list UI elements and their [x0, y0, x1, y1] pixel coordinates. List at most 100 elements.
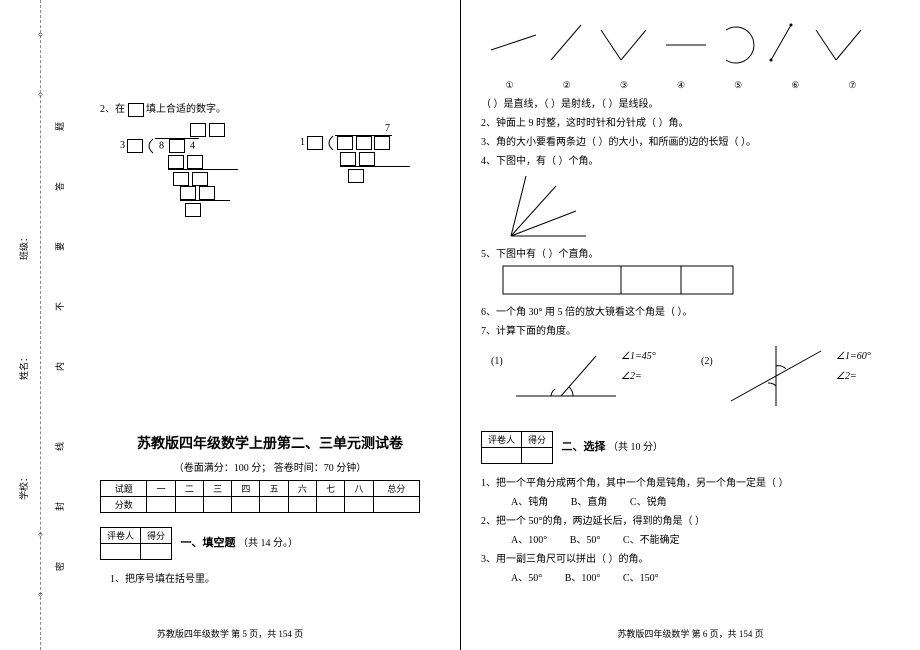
digit-box [199, 186, 215, 200]
digit-box [307, 136, 323, 150]
marker-a: 评卷人 [482, 432, 522, 448]
digit-box [187, 155, 203, 169]
th: 八 [345, 480, 373, 496]
num: ② [563, 80, 571, 91]
r-line7: 7、计算下面的角度。 [481, 322, 901, 337]
section-1-pts: （共 14 分。） [238, 538, 298, 549]
opt: A、100° [511, 535, 547, 546]
divisor-1: 1 [300, 137, 305, 148]
warn-bu: 不 [53, 302, 66, 311]
choice-3: 3、用一副三角尺可以拼出（ ）的角。 [481, 550, 901, 565]
label-name: 姓名： [17, 353, 30, 380]
q2-label: 2、在 [100, 104, 125, 115]
opt: B、50° [570, 535, 601, 546]
calc-1: (1) ∠1=45° ∠2= [481, 341, 681, 411]
dividend-4: 4 [190, 141, 195, 152]
calc1-eq1: ∠1=45° [621, 351, 656, 362]
marker-b: 得分 [141, 527, 172, 543]
angle-calc-row: (1) ∠1=45° ∠2= (2) ∠1=60° [481, 341, 901, 411]
num: ⑥ [791, 80, 799, 91]
warn-feng: 封 [53, 502, 66, 511]
page-5: 学校： 姓名： 班级： 密 封 线 内 不 要 答 题 ○ ○ ○ ○ 2、在 … [0, 0, 460, 650]
num: ④ [677, 80, 685, 91]
section-1-title: 一、填空题 [181, 534, 236, 550]
footer-right: 苏教版四年级数学 第 6 页，共 154 页 [461, 627, 920, 640]
shape-labels: ① ② ③ ④ ⑤ ⑥ ⑦ [481, 80, 881, 91]
choice-2: 2、把一个 50°的角，两边延长后，得到的角是（ ） [481, 512, 901, 527]
digit-box [209, 123, 225, 137]
section-2-pts: （共 10 分） [608, 442, 663, 453]
digit-box [192, 172, 208, 186]
digit-box [185, 203, 201, 217]
digit-box [190, 123, 206, 137]
angle-diagram-1 [511, 341, 621, 411]
opt: A、50° [511, 573, 542, 584]
choice-3-opts: A、50° B、100° C、150° [511, 569, 901, 584]
marker-table: 评卷人得分 [100, 527, 172, 560]
digit-box [340, 152, 356, 166]
th: 试题 [101, 480, 147, 496]
r-line3: 3、角的大小要看两条边（ ）的大小，和所画的边的长短（ ）。 [481, 133, 901, 148]
exam-subtitle: （卷面满分：100 分； 答卷时间：70 分钟） [100, 459, 440, 474]
opt: B、直角 [571, 497, 608, 508]
warn-xian: 线 [53, 442, 66, 451]
choice-1-opts: A、钝角 B、直角 C、锐角 [511, 493, 901, 508]
calc2-label: (2) [701, 356, 713, 367]
td: 分数 [101, 496, 147, 512]
digit-box [374, 136, 390, 150]
section-2-header: 评卷人得分 二、选择 （共 10 分） [481, 431, 901, 464]
binding-margin: 学校： 姓名： 班级： 密 封 线 内 不 要 答 题 ○ ○ ○ ○ [0, 0, 80, 650]
digit-box [180, 186, 196, 200]
opt: C、不能确定 [623, 535, 680, 546]
calc2-eq1: ∠1=60° [836, 351, 871, 362]
calc1-label: (1) [491, 356, 503, 367]
spacer [100, 253, 440, 423]
shapes-row [481, 20, 881, 80]
left-content: 2、在 填上合适的数字。 3 8 4 [100, 0, 440, 589]
num: ⑤ [734, 80, 742, 91]
digit-box [356, 136, 372, 150]
digit-box [169, 139, 185, 153]
marker-table-2: 评卷人得分 [481, 431, 553, 464]
divisor-3: 3 [120, 140, 125, 151]
num: ① [506, 80, 514, 91]
digit-box [337, 136, 353, 150]
opt: B、100° [565, 573, 601, 584]
th: 七 [317, 480, 345, 496]
dot: ○ [38, 530, 43, 539]
digit-box [348, 169, 364, 183]
warn-yao: 要 [53, 242, 66, 251]
digit-box [173, 172, 189, 186]
th: 四 [232, 480, 260, 496]
q2-tail: 填上合适的数字。 [146, 104, 226, 115]
choice-2-opts: A、100° B、50° C、不能确定 [511, 531, 901, 546]
table-row: 分数 [101, 496, 420, 512]
angle-fan [501, 171, 601, 241]
marker-b: 得分 [522, 432, 553, 448]
table-row: 试题 一 二 三 四 五 六 七 八 总分 [101, 480, 420, 496]
warn-mi: 密 [53, 562, 66, 571]
long-division-1: 3 8 4 [120, 123, 238, 217]
r-line5: 5、下图中有（ ）个直角。 [481, 245, 901, 260]
calc-2: (2) ∠1=60° ∠2= [701, 341, 901, 411]
footer-left: 苏教版四年级数学 第 5 页，共 154 页 [0, 627, 460, 640]
calc1-eq2: ∠2= [621, 371, 642, 382]
division-bracket [323, 134, 335, 152]
section-2-title: 二、选择 [562, 438, 606, 454]
exam-title: 苏教版四年级数学上册第二、三单元测试卷 [100, 433, 440, 453]
long-division-2: 7 1 [300, 123, 410, 183]
opt: C、150° [623, 573, 659, 584]
right-content: ① ② ③ ④ ⑤ ⑥ ⑦ （ ）是直线，（ ）是射线，（ ）是线段。 2、钟面… [481, 0, 901, 584]
r-line6: 6、一个角 30° 用 5 倍的放大镜看这个角是（ ）。 [481, 303, 901, 318]
opt: C、锐角 [630, 497, 667, 508]
quotient-7: 7 [385, 123, 390, 134]
dot: ○ [38, 90, 43, 99]
warn-nei: 内 [53, 362, 66, 371]
label-class: 班级： [17, 233, 30, 260]
rect-grid [501, 264, 741, 299]
digit-box [127, 139, 143, 153]
dot: ○ [38, 590, 43, 599]
th: 二 [175, 480, 203, 496]
section-1-header: 评卷人得分 一、填空题 （共 14 分。） [100, 527, 440, 560]
th: 一 [147, 480, 175, 496]
